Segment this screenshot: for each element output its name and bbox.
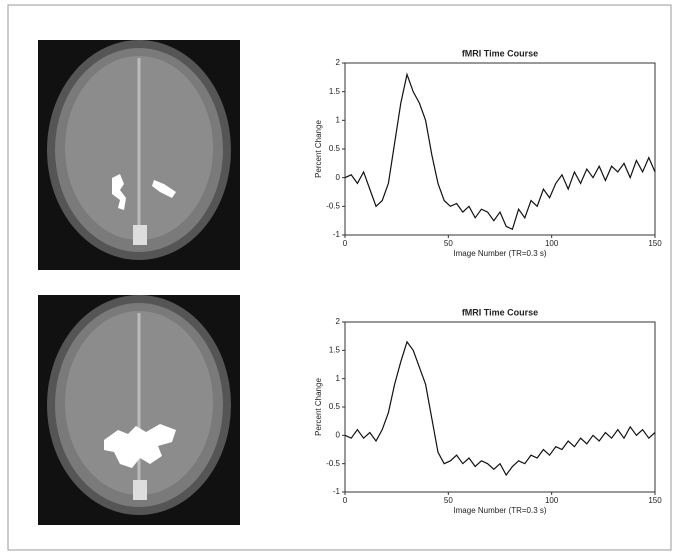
y-tick-label: 1 [336,374,341,383]
y-tick-label: -1 [333,230,341,239]
plot-frame [344,62,656,236]
x-tick-label: 150 [648,496,662,505]
x-axis-label: Image Number (TR=0.3 s) [453,249,546,258]
y-tick-label: 2 [336,317,341,326]
x-tick-label: 100 [545,496,559,505]
x-tick-label: 150 [648,239,662,248]
y-tick-label: 0.5 [329,402,341,411]
y-tick-label: 0.5 [329,144,341,153]
time-course-line [344,72,656,231]
y-tick-label: 0 [336,173,341,182]
y-tick-label: 2 [336,58,341,67]
time-course-line [344,340,656,477]
y-axis-label: Percent Change [314,378,323,436]
x-tick-label: 50 [444,239,453,248]
y-tick-label: -0.5 [326,459,340,468]
y-tick-label: -1 [333,487,341,496]
plot-frame [344,321,656,493]
x-axis-label: Image Number (TR=0.3 s) [453,506,546,515]
y-tick-label: 1.5 [329,345,341,354]
chart-title: fMRI Time Course [462,307,538,317]
y-tick-label: 1 [336,115,341,124]
y-tick-label: -0.5 [326,201,340,210]
chart-title: fMRI Time Course [462,48,538,58]
y-axis-label: Percent Change [314,120,323,178]
frame [7,4,672,551]
brain-image-top [38,40,240,270]
x-tick-label: 0 [343,239,348,248]
y-tick-label: 0 [336,430,341,439]
y-tick-label: 1.5 [329,87,341,96]
x-tick-label: 100 [545,239,559,248]
brain-image-bottom [38,295,240,525]
x-tick-label: 50 [444,496,453,505]
x-tick-label: 0 [343,496,348,505]
